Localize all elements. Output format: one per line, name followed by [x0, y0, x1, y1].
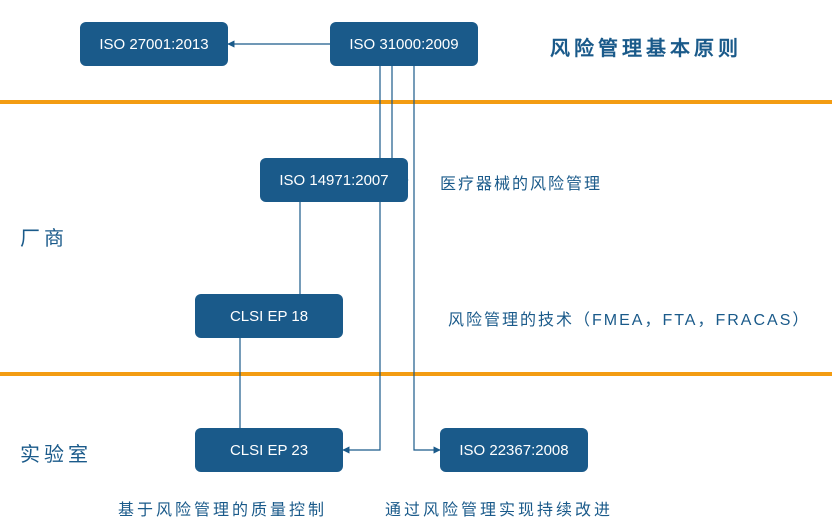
node-label: CLSI EP 18: [230, 308, 308, 325]
node-iso31000: ISO 31000:2009: [330, 22, 478, 66]
node-label: ISO 14971:2007: [279, 172, 388, 189]
node-iso22367: ISO 22367:2008: [440, 428, 588, 472]
label-text: 风险管理基本原则: [550, 38, 742, 60]
label-text: 通过风险管理实现持续改进: [385, 502, 613, 519]
node-iso14971: ISO 14971:2007: [260, 158, 408, 202]
node-clsiep18: CLSI EP 18: [195, 294, 343, 338]
label-vendor: 厂商: [20, 222, 68, 251]
label-text: 厂商: [20, 228, 68, 250]
label-text: 基于风险管理的质量控制: [118, 502, 327, 519]
label-desc-tech: 风险管理的技术（FMEA，FTA，FRACAS）: [448, 306, 810, 330]
node-label: CLSI EP 23: [230, 442, 308, 459]
node-label: ISO 22367:2008: [459, 442, 568, 459]
node-iso27001: ISO 27001:2013: [80, 22, 228, 66]
label-text: 实验室: [20, 444, 92, 466]
label-text: 风险管理的技术（FMEA，FTA，FRACAS）: [448, 312, 810, 329]
label-desc-ep23: 基于风险管理的质量控制: [118, 496, 327, 520]
label-title: 风险管理基本原则: [550, 32, 742, 61]
edges-layer: [0, 0, 832, 526]
divider-1: [0, 100, 832, 104]
label-text: 医疗器械的风险管理: [440, 176, 602, 193]
label-desc-14971: 医疗器械的风险管理: [440, 170, 602, 194]
label-lab: 实验室: [20, 438, 92, 467]
node-label: ISO 31000:2009: [349, 36, 458, 53]
node-clsiep23: CLSI EP 23: [195, 428, 343, 472]
node-label: ISO 27001:2013: [99, 36, 208, 53]
label-desc-22367: 通过风险管理实现持续改进: [385, 496, 613, 520]
divider-2: [0, 372, 832, 376]
